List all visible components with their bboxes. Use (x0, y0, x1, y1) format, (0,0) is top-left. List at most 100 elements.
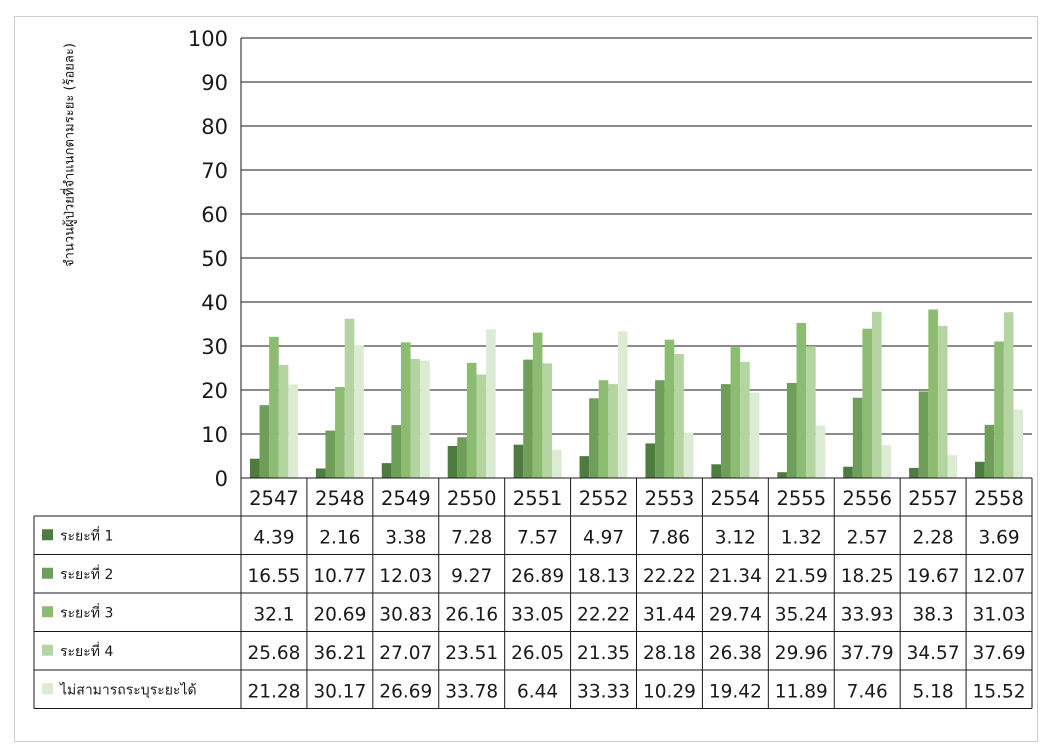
data-label: 3.12 (715, 527, 756, 548)
data-label: 25.68 (247, 643, 300, 664)
bar (777, 472, 787, 478)
data-label: 11.89 (775, 681, 828, 702)
x-tick-label: 2558 (974, 487, 1024, 510)
bar (476, 374, 487, 478)
bar (552, 449, 562, 478)
y-tick-label: 90 (201, 71, 228, 95)
bar (523, 359, 533, 478)
y-tick-label: 50 (201, 247, 228, 271)
data-label: 4.39 (253, 527, 294, 548)
data-label: 18.13 (577, 566, 630, 587)
bar (720, 384, 731, 478)
data-label: 2.16 (319, 527, 360, 548)
data-label: 35.24 (775, 604, 828, 625)
y-tick-label: 0 (215, 467, 228, 491)
data-label: 20.69 (313, 604, 366, 625)
data-label: 7.46 (847, 681, 888, 702)
data-label: 26.69 (379, 681, 432, 702)
x-tick-label: 2547 (249, 487, 299, 510)
bar (447, 445, 458, 478)
bar (410, 358, 421, 478)
bar (354, 345, 364, 478)
data-label: 32.1 (253, 604, 294, 625)
bar (288, 384, 298, 478)
bar (400, 342, 411, 478)
data-label: 2.57 (847, 527, 888, 548)
data-label: 33.05 (511, 604, 564, 625)
data-label: 19.67 (907, 566, 960, 587)
y-tick-label: 30 (201, 335, 228, 359)
bar (645, 443, 656, 478)
data-table: 2547 2548 2549 2550 2551 2552 2553 2554 2555 2556… (33, 477, 1033, 709)
data-label: 36.21 (313, 643, 366, 664)
data-label: 7.86 (649, 527, 690, 548)
data-label: 15.52 (973, 681, 1026, 702)
data-label: 37.69 (973, 643, 1026, 664)
data-label: 19.42 (709, 681, 762, 702)
data-label: 4.97 (583, 527, 624, 548)
bar (786, 383, 797, 478)
data-label: 26.89 (511, 566, 564, 587)
legend-label: ไม่สามารถระบุระยะได้ (59, 681, 197, 698)
bar (617, 331, 628, 478)
data-label: 3.69 (978, 527, 1019, 548)
data-label: 31.44 (643, 604, 696, 625)
data-label: 29.74 (709, 604, 762, 625)
data-label: 21.28 (247, 681, 300, 702)
bar (466, 362, 477, 478)
data-label: 12.03 (379, 566, 432, 587)
y-tick-label: 10 (201, 423, 228, 447)
data-label: 2.28 (913, 527, 954, 548)
bar (381, 463, 392, 478)
bar (984, 424, 995, 478)
y-tick-labels: 0 10 20 30 40 50 60 70 80 90 100 (188, 27, 228, 491)
bar (806, 346, 816, 478)
data-label: 10.29 (643, 681, 696, 702)
bar (872, 311, 882, 478)
bar (815, 425, 826, 478)
x-tick-label: 2549 (381, 487, 431, 510)
data-label: 21.34 (709, 566, 762, 587)
data-label: 10.77 (313, 566, 366, 587)
data-label: 28.18 (643, 643, 696, 664)
data-label: 27.07 (379, 643, 432, 664)
data-label: 3.38 (385, 527, 426, 548)
data-label: 23.51 (445, 643, 498, 664)
bar (881, 445, 892, 478)
bar (852, 397, 863, 478)
bar (391, 425, 401, 478)
legend-label: ระยะที่ 3 (60, 603, 113, 621)
data-label: 1.32 (781, 527, 822, 548)
y-tick-label: 80 (201, 115, 228, 139)
data-label: 9.27 (451, 566, 492, 587)
bar (259, 405, 270, 478)
bar (513, 444, 524, 478)
bar (1003, 312, 1014, 478)
data-label: 6.44 (517, 681, 558, 702)
bar (1013, 409, 1024, 478)
x-tick-label: 2554 (711, 487, 761, 510)
legend-swatch (42, 529, 53, 541)
y-tick-label: 60 (201, 203, 228, 227)
data-label: 22.22 (643, 566, 696, 587)
bar (457, 437, 467, 478)
x-tick-label: 2548 (315, 487, 365, 510)
y-tick-label: 20 (201, 379, 228, 403)
bar (928, 309, 938, 478)
bar (674, 354, 684, 478)
bar (278, 365, 289, 478)
bar (862, 328, 873, 478)
data-label: 30.83 (379, 604, 432, 625)
data-label: 34.57 (907, 643, 960, 664)
bar (937, 325, 948, 478)
bar (420, 360, 430, 478)
data-label: 30.17 (313, 681, 366, 702)
data-label: 31.03 (973, 604, 1026, 625)
legend-swatch (42, 644, 53, 656)
data-label: 26.38 (709, 643, 762, 664)
data-label: 5.18 (913, 681, 954, 702)
data-label: 29.96 (775, 643, 828, 664)
data-label: 38.3 (913, 604, 954, 625)
